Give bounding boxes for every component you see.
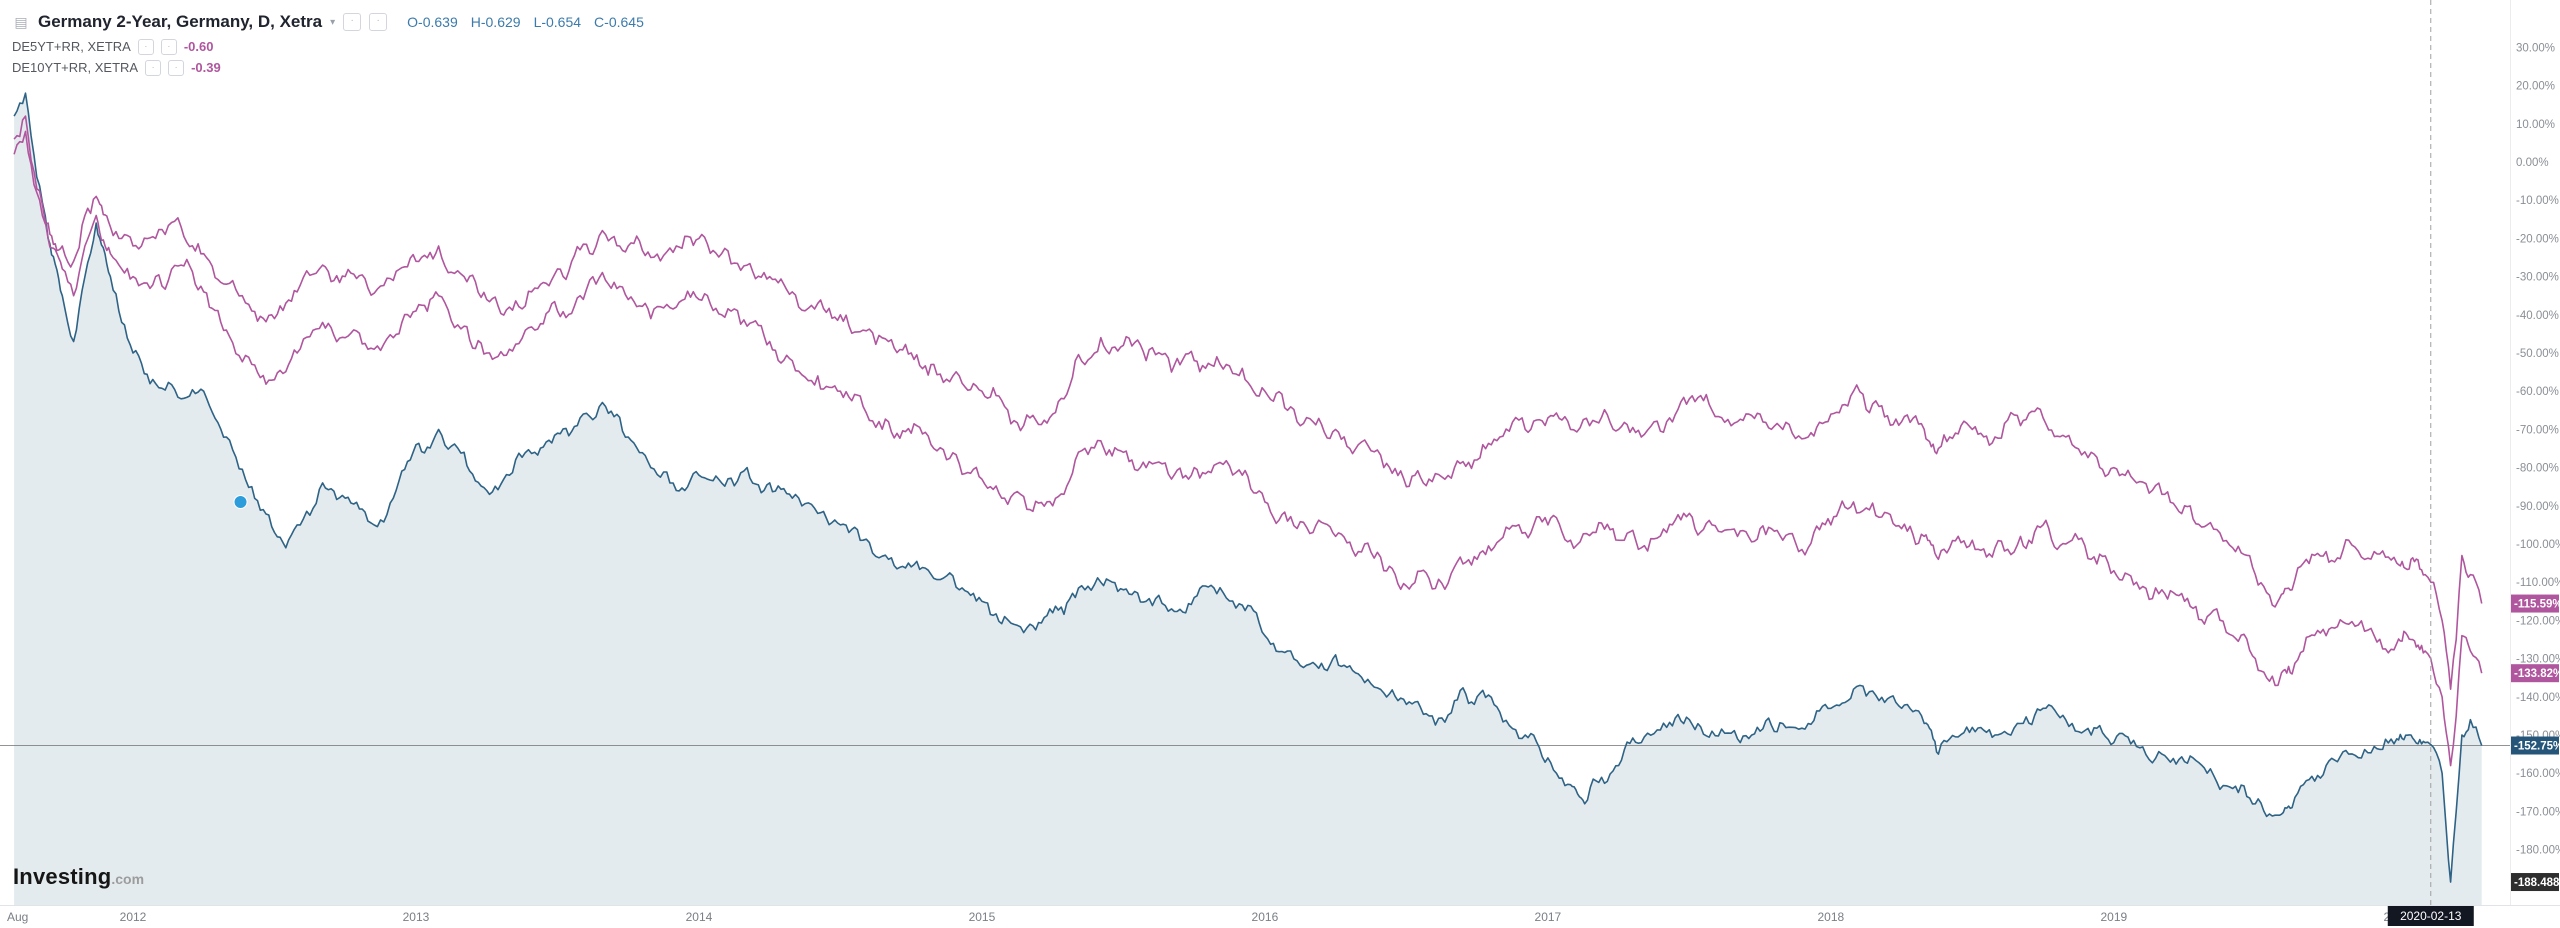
price-label-text: -188.488 xyxy=(2514,877,2560,889)
price-label-text: -152.75% xyxy=(2514,741,2560,753)
y-tick-label: -160.00% xyxy=(2516,768,2560,780)
legend: ▤ Germany 2-Year, Germany, D, Xetra ▾ · … xyxy=(12,10,644,76)
y-tick-label: -140.00% xyxy=(2516,692,2560,704)
compare-series-name[interactable]: DE5YT+RR, XETRA xyxy=(12,39,131,54)
y-tick-label: -80.00% xyxy=(2516,463,2559,475)
x-tick-label: 2017 xyxy=(1535,910,1562,924)
symbol-title[interactable]: Germany 2-Year, Germany, D, Xetra xyxy=(38,12,323,31)
compare-series-value: -0.60 xyxy=(183,39,214,54)
legend-settings-button[interactable]: · xyxy=(160,38,177,55)
price-scale[interactable] xyxy=(2510,0,2560,928)
low-value: L-0.654 xyxy=(533,14,582,30)
ohlc-values: O-0.639 H-0.629 L-0.654 C-0.645 xyxy=(407,14,644,30)
compare-series-value: -0.39 xyxy=(191,60,221,75)
symbol-icon: ▤ xyxy=(14,14,28,30)
open-value: O-0.639 xyxy=(407,14,458,30)
x-tick-label: 2013 xyxy=(403,910,430,924)
series-area-de2y xyxy=(14,93,2482,905)
y-tick-label: -110.00% xyxy=(2516,577,2560,589)
compare-series-name[interactable]: DE10YT+RR, XETRA xyxy=(12,60,139,75)
y-tick-label: -180.00% xyxy=(2516,845,2560,857)
x-tick-label: 2012 xyxy=(120,910,147,924)
y-tick-label: -130.00% xyxy=(2516,654,2560,666)
compare-series-row: DE5YT+RR, XETRA · · -0.60 xyxy=(12,38,644,55)
y-tick-label: -120.00% xyxy=(2516,615,2560,627)
legend-main-row: ▤ Germany 2-Year, Germany, D, Xetra ▾ · … xyxy=(12,10,644,34)
y-tick-label: -70.00% xyxy=(2516,424,2559,436)
price-label-box xyxy=(2511,594,2559,613)
logo-brand-text: Investing xyxy=(13,864,112,889)
y-tick-label: -10.00% xyxy=(2516,195,2559,207)
chevron-down-icon[interactable]: ▾ xyxy=(330,16,336,28)
y-tick-label: -20.00% xyxy=(2516,233,2559,245)
x-tick-label: 2019 xyxy=(2100,910,2127,924)
y-tick-label: -30.00% xyxy=(2516,272,2559,284)
y-tick-label: 10.00% xyxy=(2516,119,2555,131)
date-label-text: 2020-02-13 xyxy=(2400,909,2462,923)
y-tick-label: -40.00% xyxy=(2516,310,2559,322)
x-tick-label: 2015 xyxy=(969,910,996,924)
event-marker-dot[interactable] xyxy=(233,494,248,509)
price-label-box xyxy=(2511,873,2559,892)
legend-eye-button[interactable]: · xyxy=(137,38,154,55)
y-tick-label: -170.00% xyxy=(2516,806,2560,818)
x-tick-label: 2018 xyxy=(1818,910,1845,924)
compare-series-row: DE10YT+RR, XETRA · · -0.39 xyxy=(12,59,644,76)
series-line-de2y xyxy=(13,92,2483,883)
investing-logo[interactable]: Investing .com xyxy=(13,864,144,890)
y-tick-label: 30.00% xyxy=(2516,42,2555,54)
x-tick-label: 2014 xyxy=(686,910,713,924)
price-label-box xyxy=(2511,736,2559,755)
close-value: C-0.645 xyxy=(594,14,644,30)
logo-tld-text: .com xyxy=(111,871,145,887)
price-label-text: -115.59% xyxy=(2514,599,2560,611)
legend-eye-button[interactable]: · xyxy=(145,59,162,76)
y-tick-label: -50.00% xyxy=(2516,348,2559,360)
date-label-box xyxy=(2387,906,2474,926)
series-line-de10y xyxy=(13,130,2483,690)
legend-eye-button[interactable]: · xyxy=(343,13,362,31)
high-value: H-0.629 xyxy=(470,14,521,30)
y-tick-label: -90.00% xyxy=(2516,501,2559,513)
y-tick-label: 0.00% xyxy=(2516,157,2549,169)
series-line-de5y xyxy=(13,115,2483,767)
time-axis[interactable] xyxy=(0,906,2560,928)
y-tick-label: -100.00% xyxy=(2516,539,2560,551)
price-label-text: -133.82% xyxy=(2514,668,2560,680)
price-label-box xyxy=(2511,664,2559,683)
x-tick-label: 2016 xyxy=(1252,910,1279,924)
x-tick-label: Aug xyxy=(7,910,28,924)
y-tick-label: -60.00% xyxy=(2516,386,2559,398)
legend-settings-button[interactable]: · xyxy=(369,13,388,31)
legend-settings-button[interactable]: · xyxy=(168,59,185,76)
y-tick-label: 20.00% xyxy=(2516,81,2555,93)
